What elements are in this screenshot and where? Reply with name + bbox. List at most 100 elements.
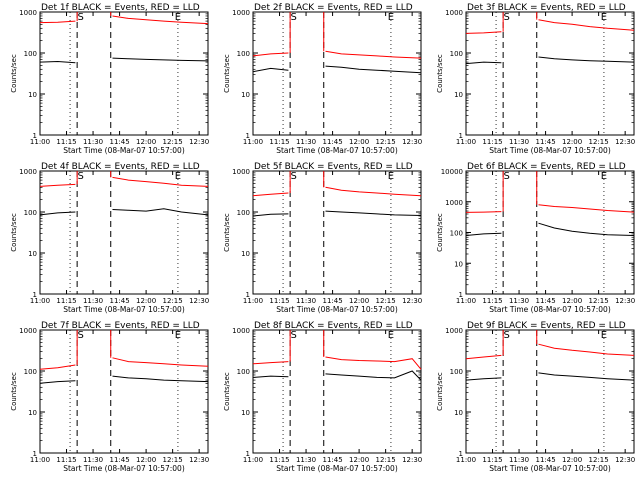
x-tick-label: 12:15 (376, 297, 396, 305)
x-tick-label: 11:45 (322, 297, 342, 305)
y-tick-label: 1 (246, 291, 250, 299)
x-axis-label: Start Time (08-Mar-07 10:57:00) (63, 464, 185, 473)
x-tick-label: 11:30 (83, 138, 103, 146)
plot-frame (252, 170, 422, 295)
x-tick-label: 12:00 (136, 456, 156, 464)
y-tick-label: 1000 (445, 199, 463, 207)
y-tick-label: 1000 (445, 327, 463, 335)
events-series-line-post (325, 370, 422, 381)
y-tick-label: 1 (33, 450, 37, 458)
plot-frame (39, 11, 209, 136)
s-marker: S (503, 12, 509, 23)
x-tick-label: 11:15 (56, 297, 76, 305)
plot-frame (465, 11, 635, 136)
events-series-line-pre (252, 67, 289, 73)
lld-series-line-post (112, 176, 209, 187)
events-series-line-pre (252, 213, 289, 217)
y-tick-label: 1 (33, 132, 37, 140)
x-tick-label: 12:30 (189, 456, 209, 464)
s-marker: S (290, 171, 296, 182)
e-marker: E (388, 12, 394, 23)
y-tick-label: 100 (24, 209, 37, 217)
x-tick-label: 11:45 (322, 456, 342, 464)
events-series-line-post (325, 65, 422, 74)
x-tick-label: 11:15 (269, 456, 289, 464)
lld-series-line-pre (39, 20, 76, 24)
x-tick-label: 11:30 (509, 297, 529, 305)
panel-title: Det 9f BLACK = Events, RED = LLD (467, 321, 626, 331)
panel-det-9f: Det 9f BLACK = Events, RED = LLD 1 10 100 10… (436, 321, 635, 473)
y-tick-label: 100 (237, 50, 250, 58)
lld-series-line-post (112, 357, 209, 367)
y-tick-label: 1 (33, 291, 37, 299)
x-axis-label: Start Time (08-Mar-07 10:57:00) (489, 305, 611, 314)
y-tick-label: 1 (246, 132, 250, 140)
y-tick-label: 1 (459, 450, 463, 458)
events-series-line-pre (465, 232, 502, 236)
panel-det-6f: Det 6f BLACK = Events, RED = LLD 1 10 100 10… (436, 162, 635, 314)
e-marker: E (601, 330, 607, 341)
y-axis-label: Counts/sec (10, 372, 18, 411)
y-tick-label: 10 (28, 409, 37, 417)
plot-frame (252, 329, 422, 454)
s-marker: S (77, 171, 83, 182)
y-axis-label: Counts/sec (10, 213, 18, 252)
y-axis-label: Counts/sec (436, 372, 444, 411)
x-axis-label: Start Time (08-Mar-07 10:57:00) (63, 305, 185, 314)
x-tick-label: 11:45 (109, 297, 129, 305)
lld-series-line-post (325, 356, 422, 370)
x-tick-label: 12:15 (163, 456, 183, 464)
y-tick-label: 1000 (232, 168, 250, 176)
s-marker: S (77, 330, 83, 341)
s-marker: S (77, 12, 83, 23)
e-marker: E (175, 330, 181, 341)
y-axis-label: Counts/sec (223, 213, 231, 252)
panel-title: Det 4f BLACK = Events, RED = LLD (41, 162, 200, 172)
y-tick-label: 100 (450, 50, 463, 58)
lld-series-line-pre (252, 52, 289, 57)
e-marker: E (388, 171, 394, 182)
x-axis-label: Start Time (08-Mar-07 10:57:00) (489, 464, 611, 473)
events-series-line-pre (465, 61, 502, 65)
plot-frame (252, 11, 422, 136)
y-tick-label: 10000 (441, 168, 463, 176)
x-tick-label: 11:00 (456, 297, 476, 305)
x-tick-label: 12:30 (615, 456, 635, 464)
x-tick-label: 11:30 (296, 297, 316, 305)
x-tick-label: 11:30 (509, 456, 529, 464)
x-tick-label: 11:15 (56, 138, 76, 146)
e-marker: E (175, 171, 181, 182)
x-tick-label: 11:30 (296, 138, 316, 146)
x-tick-label: 11:15 (482, 138, 502, 146)
x-tick-label: 11:45 (535, 297, 555, 305)
events-series-line-post (112, 208, 209, 216)
x-axis-label: Start Time (08-Mar-07 10:57:00) (276, 146, 398, 155)
lld-series-line-post (112, 15, 209, 25)
x-tick-label: 11:15 (482, 297, 502, 305)
y-tick-label: 100 (237, 209, 250, 217)
y-tick-label: 1000 (232, 327, 250, 335)
x-tick-label: 11:00 (243, 456, 263, 464)
x-tick-label: 11:30 (83, 297, 103, 305)
x-tick-label: 12:15 (376, 456, 396, 464)
x-tick-label: 12:00 (562, 456, 582, 464)
y-tick-label: 1 (459, 132, 463, 140)
y-tick-label: 1000 (445, 9, 463, 17)
y-tick-label: 100 (24, 50, 37, 58)
events-series-line-post (538, 222, 635, 236)
events-series-line-pre (465, 377, 502, 381)
x-tick-label: 12:15 (376, 138, 396, 146)
lld-series-line-pre (465, 354, 502, 360)
panel-title: Det 6f BLACK = Events, RED = LLD (467, 162, 626, 172)
x-tick-label: 12:15 (589, 297, 609, 305)
plot-frame (465, 170, 635, 295)
s-marker: S (290, 12, 296, 23)
y-tick-label: 10 (454, 91, 463, 99)
x-tick-label: 12:30 (402, 297, 422, 305)
y-tick-label: 10 (454, 409, 463, 417)
events-series-line-pre (39, 60, 76, 64)
x-tick-label: 11:00 (456, 456, 476, 464)
y-axis-label: Counts/sec (436, 54, 444, 93)
x-tick-label: 11:30 (296, 456, 316, 464)
